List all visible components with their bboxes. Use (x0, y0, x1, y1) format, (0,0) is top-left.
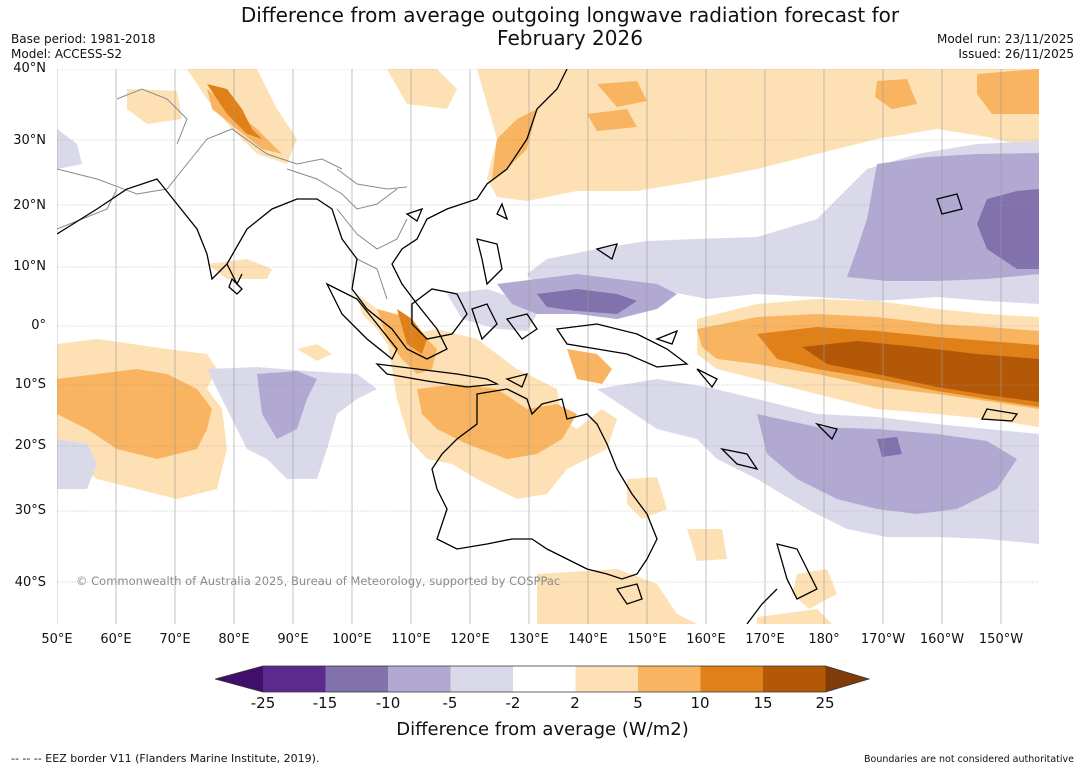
colorbar-segment (575, 666, 638, 692)
colorbar-segment (513, 666, 576, 692)
lat-label-20s: 20°S (14, 438, 46, 453)
lon-label-180: 180° (808, 632, 840, 647)
colorbar-segment (325, 666, 388, 692)
graticule (57, 69, 1039, 624)
lon-label-50e: 50°E (41, 632, 73, 647)
chart-title: Difference from average outgoing longwav… (240, 3, 900, 50)
colorbar-tick: 2 (570, 694, 580, 712)
colorbar-tick: 25 (815, 694, 835, 712)
lon-label-150w: 150°W (978, 632, 1024, 647)
colorbar-segment (638, 666, 701, 692)
lon-label-70e: 70°E (159, 632, 191, 647)
base-period: Base period: 1981-2018 (11, 32, 156, 46)
colorbar-tick: -25 (250, 694, 276, 712)
colorbar-extend-low (215, 666, 263, 692)
coastlines (57, 69, 1019, 624)
lon-label-120e: 120°E (450, 632, 490, 647)
model-name: Model: ACCESS-S2 (11, 47, 123, 61)
lon-label-60e: 60°E (100, 632, 132, 647)
colorbar (215, 665, 871, 693)
lat-label-40n: 40°N (13, 61, 46, 76)
lon-label-170w: 170°W (860, 632, 906, 647)
lat-label-20n: 20°N (13, 198, 46, 213)
colorbar-segment (388, 666, 451, 692)
lon-label-90e: 90°E (277, 632, 309, 647)
meta-left: Base period: 1981-2018 Model: ACCESS-S2 (11, 32, 156, 62)
lon-label-140e: 140°E (568, 632, 608, 647)
eez-border-note: -- -- -- EEZ border V11 (Flanders Marine… (11, 752, 320, 765)
colorbar-tick: 5 (633, 694, 643, 712)
lat-label-40s: 40°S (14, 575, 46, 590)
colorbar-tick: 15 (753, 694, 773, 712)
model-run: Model run: 23/11/2025 (936, 32, 1074, 46)
meta-right: Model run: 23/11/2025 Issued: 26/11/2025 (937, 32, 1074, 62)
lon-label-100e: 100°E (332, 632, 372, 647)
colorbar-extend-high (825, 666, 869, 692)
lon-label-80e: 80°E (218, 632, 250, 647)
lon-label-160e: 160°E (686, 632, 726, 647)
copyright-notice: © Commonwealth of Australia 2025, Bureau… (76, 574, 561, 588)
lat-label-0: 0° (31, 318, 46, 333)
colorbar-segment (263, 666, 326, 692)
lat-label-30s: 30°S (14, 503, 46, 518)
colorbar-tick: 10 (690, 694, 710, 712)
colorbar-tick: -10 (375, 694, 401, 712)
colorbar-tick: -2 (505, 694, 521, 712)
colorbar-segment (700, 666, 763, 692)
lat-label-30n: 30°N (13, 133, 46, 148)
olr-anomaly-map (57, 69, 1039, 624)
country-borders (57, 88, 408, 300)
anomaly-fill-15-25 (802, 341, 1039, 402)
lon-label-160w: 160°W (919, 632, 965, 647)
issued-date: Issued: 26/11/2025 (958, 47, 1074, 61)
boundaries-disclaimer: Boundaries are not considered authoritat… (864, 754, 1074, 765)
lon-label-110e: 110°E (391, 632, 431, 647)
colorbar-tick: -15 (312, 694, 338, 712)
lat-label-10s: 10°S (14, 377, 46, 392)
lon-label-150e: 150°E (627, 632, 667, 647)
lon-label-170e: 170°E (745, 632, 785, 647)
anomaly-fill-neg10-15 (537, 189, 1039, 457)
lat-label-10n: 10°N (13, 259, 46, 274)
lon-label-130e: 130°E (509, 632, 549, 647)
colorbar-label: Difference from average (W/m2) (396, 719, 689, 740)
colorbar-segment (763, 666, 826, 692)
colorbar-segment (450, 666, 513, 692)
colorbar-tick: -5 (442, 694, 458, 712)
